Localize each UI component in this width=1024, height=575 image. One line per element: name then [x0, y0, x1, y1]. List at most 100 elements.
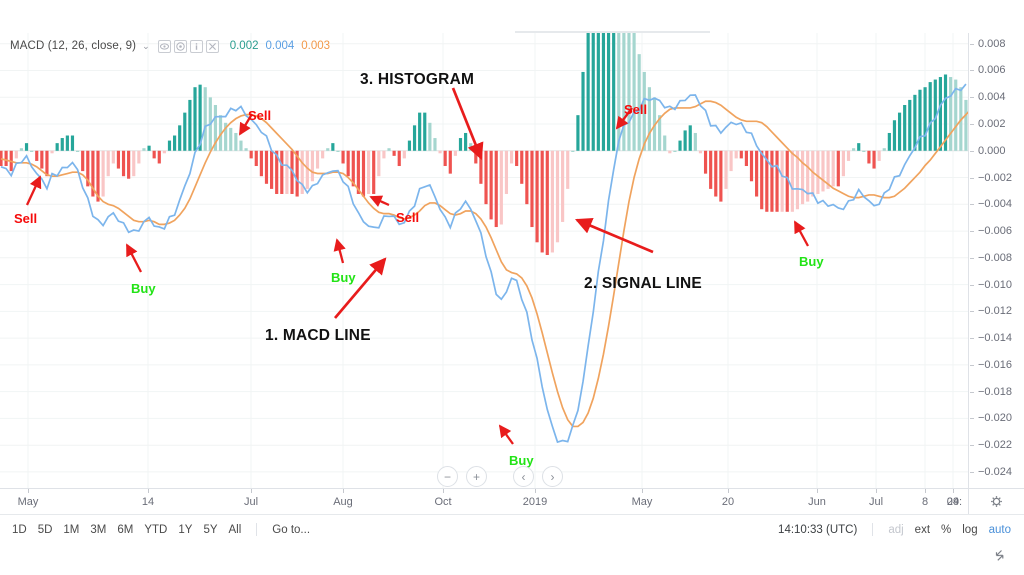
- time-axis-label: May: [17, 496, 39, 508]
- close-icon[interactable]: [205, 39, 219, 53]
- info-icon[interactable]: [189, 39, 203, 53]
- indicator-legend: MACD (12, 26, close, 9) ⌄ 0.002 0.004 0.…: [10, 38, 330, 54]
- price-axis-tick-mark: [970, 70, 974, 72]
- annotation-signal-line: 2. SIGNAL LINE: [584, 275, 702, 292]
- chart-zoom-controls[interactable]: − + ‹ ›: [437, 466, 563, 487]
- price-axis-tick-mark: [970, 204, 974, 206]
- toggle-ext[interactable]: ext: [914, 523, 931, 536]
- price-axis-tick-mark: [970, 311, 974, 313]
- toolbar-right-group[interactable]: 14:10:33 (UTC) adj ext% log auto: [778, 523, 1011, 536]
- signal-label-sell-5: Sell: [396, 210, 420, 225]
- price-axis-tick: −0.018: [978, 385, 1012, 398]
- price-axis-tick-mark: [970, 43, 974, 45]
- time-axis-label: Jul: [868, 496, 884, 508]
- toggle-percent[interactable]: %: [941, 523, 952, 536]
- price-axis-tick: −0.002: [978, 171, 1012, 184]
- range-button-5d[interactable]: 5D: [37, 523, 53, 536]
- price-axis-tick: −0.024: [978, 465, 1012, 478]
- gear-icon: [991, 496, 1002, 507]
- signal-label-buy-4: Buy: [331, 270, 356, 285]
- clock-label: 14:10:33 (UTC): [778, 523, 858, 536]
- price-axis[interactable]: 0.008 0.006 0.004 0.002 0.000 −0.002 −0.004 −0.…: [968, 33, 1024, 488]
- toggle-adj[interactable]: adj: [888, 523, 904, 536]
- annotation-histogram: 3. HISTOGRAM: [360, 71, 475, 88]
- chart-settings-button[interactable]: [968, 488, 1024, 514]
- go-to-button[interactable]: Go to...: [272, 523, 311, 536]
- time-axis-label: 04:: [946, 496, 962, 508]
- price-axis-tick: −0.008: [978, 251, 1012, 264]
- chart-plot-area[interactable]: [0, 33, 968, 488]
- price-axis-tick: −0.022: [978, 439, 1012, 452]
- price-axis-tick: 0.004: [978, 91, 1006, 104]
- time-axis[interactable]: May 14 Jul Aug Oct 2019 May 20 Jun Jul 8 29 04:: [0, 488, 968, 514]
- time-axis-tick-mark: [148, 489, 149, 493]
- range-button-1d[interactable]: 1D: [12, 523, 27, 536]
- toggle-auto[interactable]: auto: [988, 523, 1011, 536]
- range-button-3m[interactable]: 3M: [90, 523, 107, 536]
- time-axis-label: 20: [721, 496, 735, 508]
- price-axis-tick: −0.010: [978, 278, 1012, 291]
- time-axis-tick-mark: [642, 489, 643, 493]
- scroll-left-button[interactable]: ‹: [513, 466, 534, 487]
- pane-seam: [515, 31, 710, 33]
- price-axis-tick: −0.004: [978, 198, 1012, 211]
- signal-label-sell-3: Sell: [248, 108, 272, 123]
- time-axis-label: May: [631, 496, 653, 508]
- range-button-ytd[interactable]: YTD: [144, 523, 168, 536]
- price-axis-tick-mark: [970, 177, 974, 179]
- signal-label-sell-7: Sell: [624, 102, 648, 117]
- toggle-log[interactable]: log: [962, 523, 978, 536]
- price-axis-tick-mark: [970, 418, 974, 420]
- signal-line: [0, 100, 968, 428]
- price-axis-tick-mark: [970, 364, 974, 366]
- time-axis-tick-mark: [728, 489, 729, 493]
- time-axis-label: Jul: [243, 496, 259, 508]
- price-axis-tick: 0.006: [978, 64, 1006, 77]
- signal-label-sell-1: Sell: [14, 211, 38, 226]
- macd-histogram: [0, 33, 968, 256]
- range-button-all[interactable]: All: [228, 523, 242, 536]
- time-axis-tick-mark: [343, 489, 344, 493]
- toolbar-divider: [256, 523, 258, 536]
- time-axis-label: Oct: [434, 496, 452, 508]
- time-axis-tick-mark: [817, 489, 818, 493]
- range-selector[interactable]: 1D 5D 1M 3M 6M YTD 1Y 5Y All Go to...: [12, 523, 310, 536]
- range-button-1y[interactable]: 1Y: [178, 523, 193, 536]
- toolbar-divider: [872, 523, 874, 536]
- price-axis-tick: −0.014: [978, 332, 1012, 345]
- eye-icon[interactable]: [157, 39, 171, 53]
- price-axis-tick-mark: [970, 284, 974, 286]
- time-axis-tick-mark: [876, 489, 877, 493]
- bottom-toolbar: 1D 5D 1M 3M 6M YTD 1Y 5Y All Go to... 14:10:33 (U…: [0, 514, 1024, 575]
- range-button-5y[interactable]: 5Y: [203, 523, 218, 536]
- zoom-out-button[interactable]: −: [437, 466, 458, 487]
- time-axis-label: 14: [141, 496, 155, 508]
- chevron-down-icon[interactable]: ⌄: [142, 40, 150, 51]
- time-axis-tick-mark: [535, 489, 536, 493]
- time-axis-label: Jun: [808, 496, 826, 508]
- time-axis-tick-mark: [251, 489, 252, 493]
- zoom-in-button[interactable]: +: [466, 466, 487, 487]
- settings-icon[interactable]: [173, 39, 187, 53]
- price-axis-tick: 0.000: [978, 144, 1006, 157]
- signal-label-buy-6: Buy: [509, 453, 534, 468]
- annotation-macd-line: 1. MACD LINE: [265, 327, 371, 344]
- top-strip: [0, 0, 1024, 33]
- legend-value-macd: 0.004: [265, 40, 295, 52]
- price-axis-tick-mark: [970, 445, 974, 447]
- price-axis-tick-mark: [970, 257, 974, 259]
- range-button-6m[interactable]: 6M: [117, 523, 134, 536]
- scroll-right-button[interactable]: ›: [542, 466, 563, 487]
- control-gap: [495, 466, 505, 487]
- price-axis-tick-mark: [970, 338, 974, 340]
- signal-label-buy-8: Buy: [799, 254, 824, 269]
- time-axis-tick-mark: [953, 489, 954, 493]
- price-axis-tick-mark: [970, 231, 974, 233]
- time-axis-label: 29: [946, 496, 960, 508]
- price-axis-tick: 0.002: [978, 118, 1006, 130]
- expand-arrows-icon[interactable]: [992, 548, 1007, 568]
- price-axis-tick-mark: [970, 471, 974, 473]
- time-axis-tick-mark: [925, 489, 926, 493]
- range-button-1m[interactable]: 1M: [63, 523, 80, 536]
